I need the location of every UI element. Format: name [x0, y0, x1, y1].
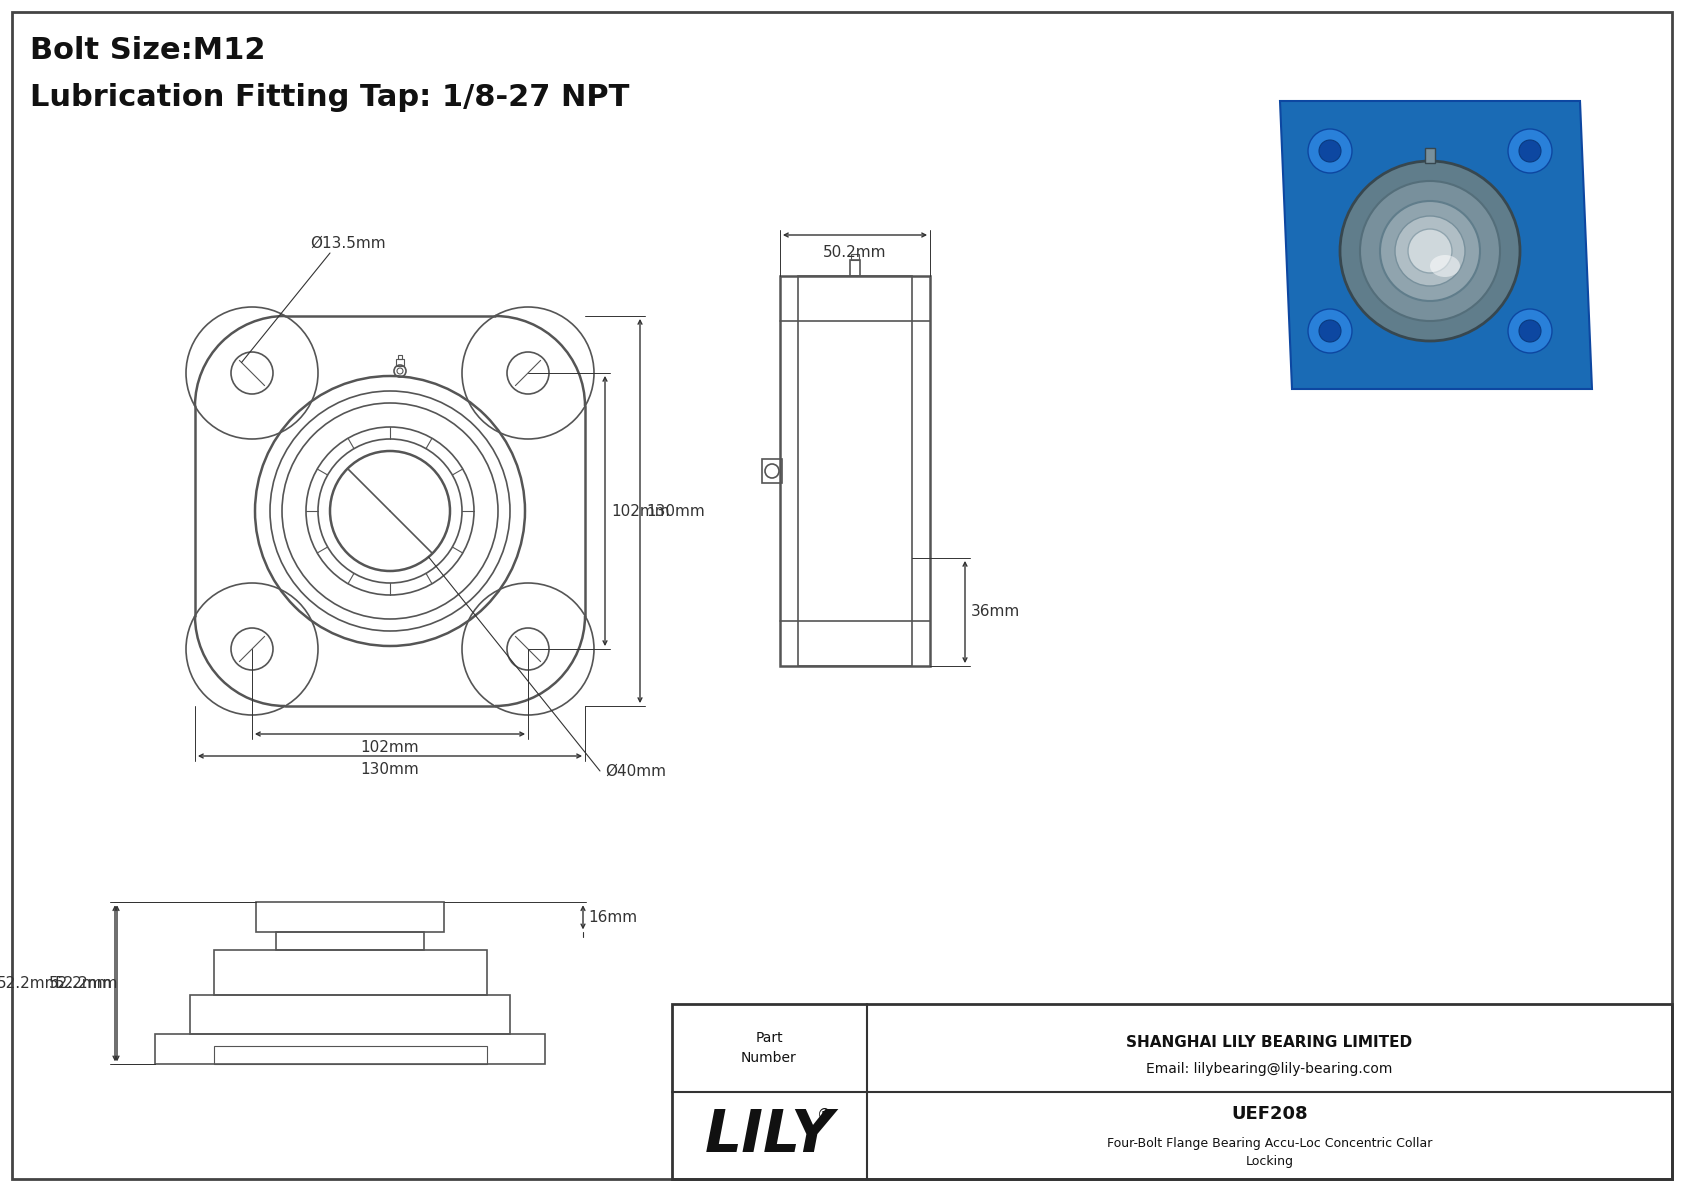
Text: 130mm: 130mm	[647, 504, 704, 518]
Bar	[214, 1047, 487, 1065]
Text: 16mm: 16mm	[588, 910, 637, 924]
Text: Part
Number: Part Number	[741, 1031, 797, 1065]
Text: 50.2mm: 50.2mm	[823, 245, 887, 260]
Ellipse shape	[1430, 255, 1460, 278]
Text: 52.2mm: 52.2mm	[49, 975, 113, 991]
Circle shape	[1361, 181, 1500, 322]
Text: 52.2mm: 52.2mm	[56, 975, 118, 991]
Text: Four-Bolt Flange Bearing Accu-Loc Concentric Collar: Four-Bolt Flange Bearing Accu-Loc Concen…	[1106, 1137, 1431, 1151]
Circle shape	[1394, 216, 1465, 286]
Bar	[155, 1034, 546, 1065]
Circle shape	[1519, 141, 1541, 162]
Circle shape	[1408, 229, 1452, 273]
Bar	[190, 996, 510, 1034]
Polygon shape	[1280, 101, 1591, 389]
Bar	[256, 903, 443, 933]
Text: Email: lilybearing@lily-bearing.com: Email: lilybearing@lily-bearing.com	[1147, 1061, 1393, 1075]
Bar	[672, 1004, 1672, 1179]
Bar	[761, 459, 781, 484]
Circle shape	[1340, 161, 1521, 341]
Text: Ø13.5mm: Ø13.5mm	[310, 236, 386, 251]
Circle shape	[1308, 308, 1352, 353]
Bar	[276, 933, 424, 950]
Text: Bolt Size:M12: Bolt Size:M12	[30, 36, 266, 66]
Text: Lubrication Fitting Tap: 1/8-27 NPT: Lubrication Fitting Tap: 1/8-27 NPT	[30, 83, 630, 112]
Bar	[850, 254, 859, 260]
Text: 102mm: 102mm	[360, 740, 419, 755]
Circle shape	[1319, 320, 1340, 342]
Circle shape	[1379, 201, 1480, 301]
Text: SHANGHAI LILY BEARING LIMITED: SHANGHAI LILY BEARING LIMITED	[1127, 1035, 1413, 1050]
Text: LILY: LILY	[704, 1106, 834, 1164]
Circle shape	[1507, 129, 1553, 173]
Bar	[850, 260, 861, 276]
Circle shape	[1507, 308, 1553, 353]
Text: 130mm: 130mm	[360, 762, 419, 777]
Bar	[1425, 148, 1435, 163]
Bar	[780, 276, 930, 666]
Bar	[396, 358, 404, 366]
Circle shape	[1308, 129, 1352, 173]
Text: Locking: Locking	[1246, 1155, 1293, 1168]
Text: ®: ®	[817, 1108, 832, 1123]
Text: 36mm: 36mm	[972, 605, 1021, 619]
Bar	[214, 950, 487, 996]
Bar	[397, 355, 402, 358]
Circle shape	[1319, 141, 1340, 162]
Circle shape	[1519, 320, 1541, 342]
Text: 102mm: 102mm	[611, 504, 670, 518]
Text: UEF208: UEF208	[1231, 1105, 1308, 1123]
Bar	[798, 276, 913, 666]
Text: 52.2mm: 52.2mm	[0, 975, 61, 991]
Text: Ø40mm: Ø40mm	[605, 763, 665, 779]
